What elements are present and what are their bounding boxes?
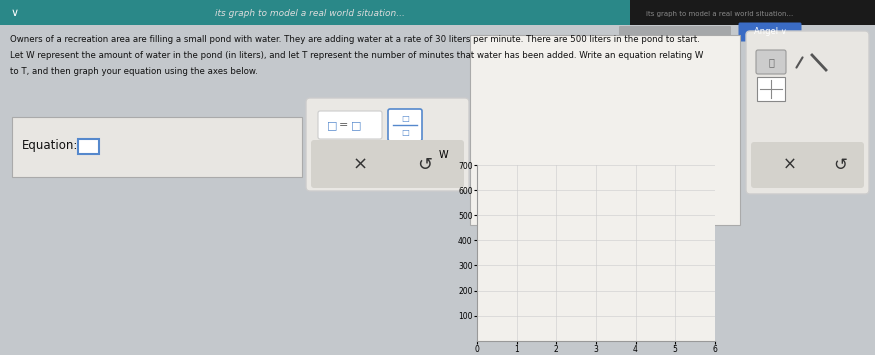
FancyBboxPatch shape bbox=[746, 31, 869, 194]
FancyBboxPatch shape bbox=[619, 26, 731, 38]
Text: its graph to model a real world situation...: its graph to model a real world situatio… bbox=[215, 10, 405, 18]
FancyBboxPatch shape bbox=[757, 77, 785, 101]
FancyBboxPatch shape bbox=[12, 117, 302, 177]
Text: =: = bbox=[340, 120, 348, 130]
Text: □: □ bbox=[401, 129, 409, 137]
Text: ↺: ↺ bbox=[833, 156, 847, 174]
Text: its graph to model a real world situation...: its graph to model a real world situatio… bbox=[647, 11, 794, 17]
Text: ∨: ∨ bbox=[10, 8, 19, 18]
FancyBboxPatch shape bbox=[311, 140, 464, 188]
Text: Angel ∨: Angel ∨ bbox=[753, 27, 787, 37]
Text: Equation:: Equation: bbox=[22, 138, 79, 152]
Text: to T, and then graph your equation using the axes below.: to T, and then graph your equation using… bbox=[10, 66, 258, 76]
FancyBboxPatch shape bbox=[751, 142, 864, 188]
FancyBboxPatch shape bbox=[306, 98, 469, 191]
FancyBboxPatch shape bbox=[318, 111, 382, 139]
FancyBboxPatch shape bbox=[756, 50, 786, 74]
FancyBboxPatch shape bbox=[0, 0, 630, 25]
FancyBboxPatch shape bbox=[630, 0, 875, 25]
FancyBboxPatch shape bbox=[388, 109, 422, 141]
Text: □: □ bbox=[351, 120, 361, 130]
Text: ↺: ↺ bbox=[417, 156, 432, 174]
Text: ×: × bbox=[353, 156, 367, 174]
Text: ×: × bbox=[783, 156, 797, 174]
Text: □: □ bbox=[401, 114, 409, 122]
Text: Owners of a recreation area are filling a small pond with water. They are adding: Owners of a recreation area are filling … bbox=[10, 34, 700, 44]
FancyBboxPatch shape bbox=[738, 22, 802, 42]
FancyBboxPatch shape bbox=[78, 138, 99, 153]
FancyBboxPatch shape bbox=[0, 25, 875, 355]
Y-axis label: W: W bbox=[438, 150, 448, 160]
Text: □: □ bbox=[326, 120, 337, 130]
Text: ⬜: ⬜ bbox=[768, 57, 774, 67]
Text: Let W represent the amount of water in the pond (in liters), and let T represent: Let W represent the amount of water in t… bbox=[10, 50, 704, 60]
FancyBboxPatch shape bbox=[470, 35, 740, 225]
